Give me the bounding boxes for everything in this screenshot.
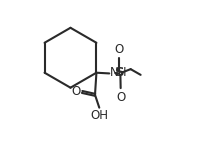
Text: O: O [115, 43, 124, 56]
Text: S: S [115, 66, 125, 79]
Text: OH: OH [90, 109, 108, 122]
Text: NH: NH [110, 67, 127, 79]
Text: O: O [72, 86, 81, 98]
Text: O: O [116, 91, 125, 104]
